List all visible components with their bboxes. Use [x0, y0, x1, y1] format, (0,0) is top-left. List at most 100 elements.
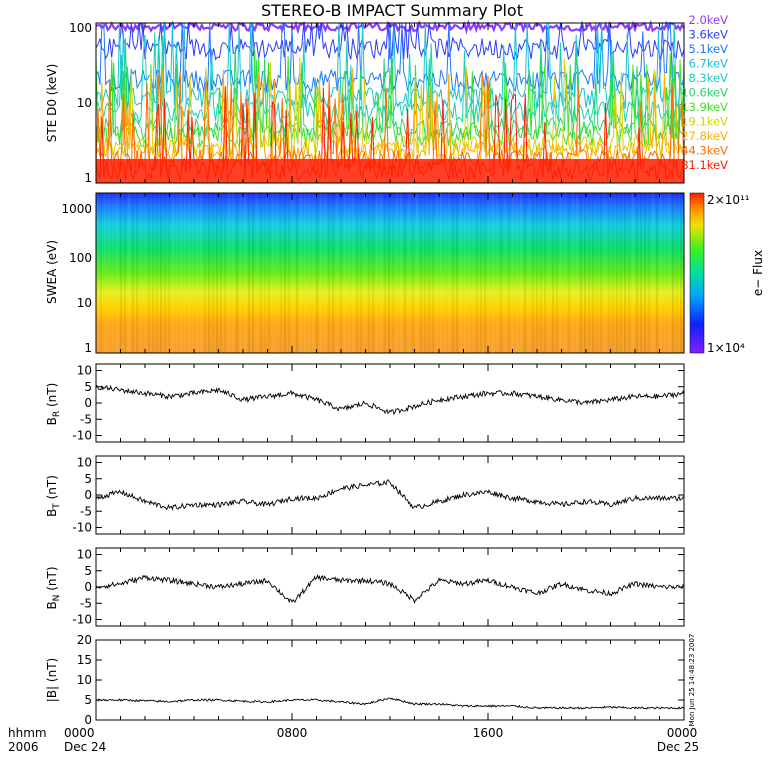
swea-stripe: [372, 193, 374, 353]
bmag-ytick: 20: [77, 633, 92, 647]
swea-stripe: [440, 193, 442, 353]
swea-stripe: [624, 193, 626, 353]
ste-trace-5: [95, 38, 685, 142]
swea-stripe: [524, 193, 526, 353]
swea-stripe: [268, 193, 270, 353]
swea-stripe: [292, 193, 294, 353]
swea-stripe: [312, 193, 314, 353]
swea-stripe: [100, 193, 102, 353]
swea-stripe: [280, 193, 282, 353]
swea-stripe: [596, 193, 598, 353]
ste-panel: STE D0 (keV) 100 10 1 2.0keV3.6keV5.1keV…: [45, 13, 728, 185]
swea-stripe: [648, 193, 650, 353]
swea-stripe: [228, 193, 230, 353]
swea-stripe: [216, 193, 218, 353]
bn-ytick: 10: [77, 548, 92, 562]
swea-stripe: [364, 193, 366, 353]
xtick-1600: 1600: [473, 726, 504, 740]
swea-stripe: [388, 193, 390, 353]
swea-stripe: [608, 193, 610, 353]
bmag-ytick: 15: [77, 653, 92, 667]
swea-stripe: [112, 193, 114, 353]
swea-stripe: [412, 193, 414, 353]
swea-stripe: [200, 193, 202, 353]
br-frame: [95, 363, 685, 443]
swea-stripe: [324, 193, 326, 353]
swea-stripe: [396, 193, 398, 353]
swea-stripe: [352, 193, 354, 353]
swea-stripe: [456, 193, 458, 353]
swea-stripe: [156, 193, 158, 353]
swea-stripe: [664, 193, 666, 353]
ste-legend-2: 5.1keV: [689, 42, 729, 56]
swea-stripe: [148, 193, 150, 353]
bt-panel: BT (nT): [45, 455, 685, 535]
bt-trace: [95, 479, 685, 511]
xtick-0000-start: 0000: [64, 726, 95, 740]
bt-ytick: 0: [84, 488, 92, 502]
bn-trace: [95, 573, 685, 604]
swea-stripe: [120, 193, 122, 353]
ste-legend-4: 8.3keV: [689, 71, 729, 85]
bt-frame: [95, 455, 685, 535]
swea-stripe: [380, 193, 382, 353]
colorbar-min-label: 1×10⁴: [707, 341, 745, 355]
swea-stripe: [316, 193, 318, 353]
swea-stripe: [532, 193, 534, 353]
swea-stripe: [336, 193, 338, 353]
swea-stripe: [240, 193, 242, 353]
ste-trace-1: [95, 22, 685, 61]
swea-stripe: [328, 193, 330, 353]
swea-stripe: [528, 193, 530, 353]
swea-stripe: [252, 193, 254, 353]
swea-spectrogram: [96, 193, 684, 353]
swea-stripe: [420, 193, 422, 353]
swea-stripe: [656, 193, 658, 353]
swea-stripe: [556, 193, 558, 353]
br-ytick: 5: [84, 380, 92, 394]
swea-stripe: [616, 193, 618, 353]
swea-stripe: [160, 193, 162, 353]
swea-stripe: [436, 193, 438, 353]
xaxis-corner-hhmm: hhmm: [8, 726, 47, 740]
swea-stripe: [576, 193, 578, 353]
swea-stripe: [344, 193, 346, 353]
bt-ylabel: BT (nT): [45, 475, 62, 517]
swea-stripe: [404, 193, 406, 353]
swea-stripe: [568, 193, 570, 353]
swea-ytick-10: 10: [77, 296, 92, 310]
bmag-ylabel: |B| (nT): [45, 658, 59, 702]
ste-legend-9: 44.3keV: [681, 144, 728, 158]
figure-title: STEREO-B IMPACT Summary Plot: [261, 1, 523, 20]
swea-stripe: [480, 193, 482, 353]
swea-stripe: [192, 193, 194, 353]
swea-stripe: [536, 193, 538, 353]
br-ytick: -5: [80, 412, 92, 426]
swea-stripe: [204, 193, 206, 353]
swea-ytick-1: 1: [84, 341, 92, 355]
swea-stripe: [672, 193, 674, 353]
swea-stripe: [224, 193, 226, 353]
br-ytick: 10: [77, 364, 92, 378]
br-ylabel: BR (nT): [45, 383, 62, 426]
swea-stripe: [244, 193, 246, 353]
swea-stripe: [540, 193, 542, 353]
swea-stripe: [220, 193, 222, 353]
swea-stripe: [452, 193, 454, 353]
bmag-trace: [95, 697, 685, 710]
swea-stripe: [400, 193, 402, 353]
swea-stripe: [560, 193, 562, 353]
ste-legend-6: 13.9keV: [681, 100, 728, 114]
swea-stripe: [432, 193, 434, 353]
swea-stripe: [660, 193, 662, 353]
swea-stripe: [232, 193, 234, 353]
swea-stripe: [584, 193, 586, 353]
swea-stripe: [448, 193, 450, 353]
swea-stripe: [164, 193, 166, 353]
swea-stripe: [504, 193, 506, 353]
swea-stripe: [612, 193, 614, 353]
swea-stripe: [208, 193, 210, 353]
bt-ytick: -10: [72, 521, 92, 535]
